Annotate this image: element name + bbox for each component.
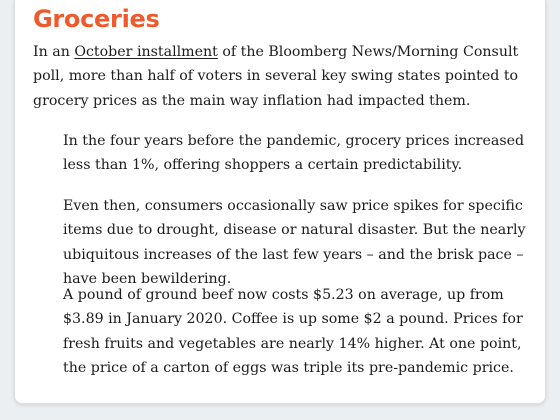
lead-paragraph: In an October installment of the Bloombe… bbox=[33, 40, 533, 113]
quote-paragraph-3: A pound of ground beef now costs $5.23 o… bbox=[63, 287, 523, 376]
quote-paragraph-2: Even then, consumers occasionally saw pr… bbox=[63, 198, 526, 287]
article-card: Groceries In an October installment of t… bbox=[14, 0, 546, 404]
lead-text-after-link: of the Bloomberg News/Morning Consult po… bbox=[33, 44, 519, 109]
lead-text-before-link: In an bbox=[33, 44, 75, 60]
october-installment-link[interactable]: October installment bbox=[74, 44, 218, 60]
section-heading: Groceries bbox=[33, 5, 160, 33]
quote-paragraph-1: In the four years before the pandemic, g… bbox=[63, 133, 525, 174]
